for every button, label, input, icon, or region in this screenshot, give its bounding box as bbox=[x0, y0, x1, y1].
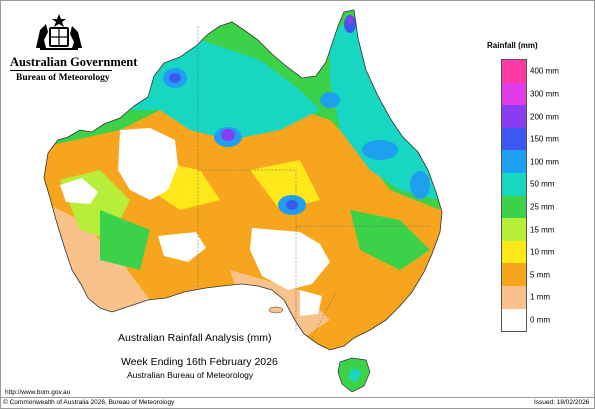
legend-label: 300 mm bbox=[530, 89, 559, 99]
legend-swatch bbox=[502, 127, 526, 151]
legend-swatch bbox=[502, 285, 526, 309]
bureau-subtitle: Bureau of Meteorology bbox=[16, 73, 110, 83]
legend-label: 15 mm bbox=[530, 225, 555, 234]
legend-label: 150 mm bbox=[530, 134, 559, 144]
legend-label: 100 mm bbox=[530, 157, 559, 167]
copyright-notice: © Commonwealth of Australia 2026, Bureau… bbox=[3, 399, 175, 406]
website-link[interactable]: http://www.bom.gov.au bbox=[5, 389, 71, 396]
legend-label: 200 mm bbox=[530, 112, 559, 121]
legend-label: 25 mm bbox=[530, 202, 555, 212]
legend-swatch bbox=[502, 195, 526, 219]
title-divider bbox=[10, 70, 112, 71]
legend-label: 50 mm bbox=[530, 179, 555, 189]
map-title: Australian Rainfall Analysis (mm) bbox=[118, 332, 272, 344]
legend-swatch bbox=[502, 60, 526, 83]
legend-label: 0 mm bbox=[530, 315, 550, 325]
map-source: Australian Bureau of Meteorology bbox=[127, 370, 254, 380]
legend-label: 5 mm bbox=[530, 270, 550, 280]
legend-swatch bbox=[502, 218, 526, 241]
legend-swatch bbox=[502, 263, 526, 286]
legend-swatch bbox=[502, 105, 526, 128]
rainfall-map bbox=[43, 9, 443, 393]
legend-label: 1 mm bbox=[530, 292, 550, 302]
legend-swatch bbox=[502, 172, 526, 196]
footer-divider bbox=[0, 397, 595, 398]
legend-color-bar bbox=[501, 59, 527, 333]
map-period: Week Ending 16th February 2026 bbox=[121, 356, 278, 368]
commonwealth-crest-icon bbox=[36, 14, 82, 50]
legend-title: Rainfall (mm) bbox=[487, 41, 538, 50]
legend-label: 10 mm bbox=[530, 247, 555, 257]
legend-swatch bbox=[502, 308, 526, 332]
legend-swatch bbox=[502, 82, 526, 106]
legend-label: 400 mm bbox=[530, 66, 559, 76]
issued-date: Issued: 18/02/2026 bbox=[534, 399, 590, 406]
agency-title: Australian Government bbox=[10, 55, 138, 69]
legend-swatch bbox=[502, 150, 526, 173]
legend-swatch bbox=[502, 240, 526, 264]
